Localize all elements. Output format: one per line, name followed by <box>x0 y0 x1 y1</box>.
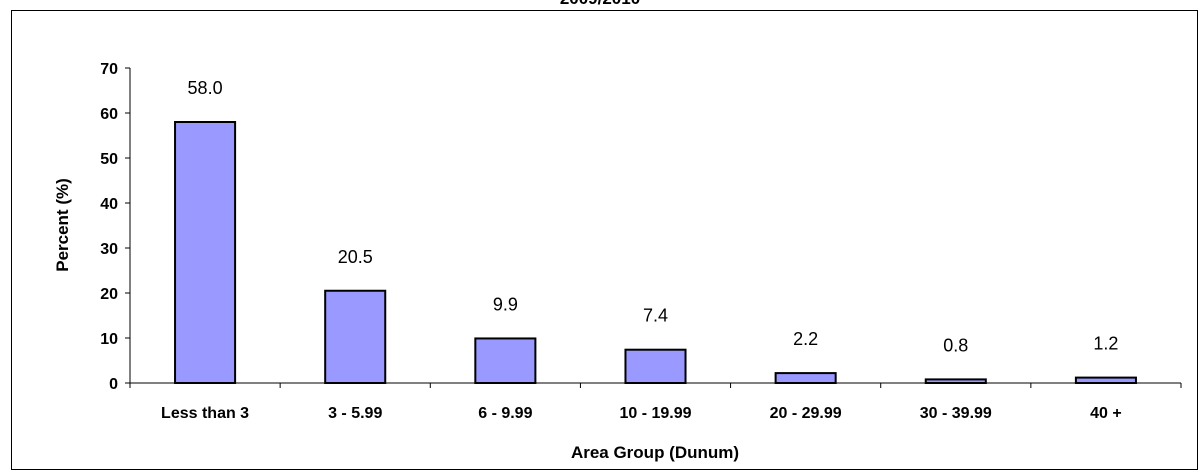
bars <box>174 121 1137 385</box>
y-tick-label: 60 <box>100 106 118 123</box>
bar-5 <box>924 378 987 384</box>
bar-0 <box>174 121 237 384</box>
bar-1 <box>324 289 387 384</box>
data-label: 7.4 <box>643 306 668 326</box>
x-category-label: 6 - 9.99 <box>478 405 532 422</box>
y-axis-title: Percent (%) <box>53 178 72 272</box>
x-category-label: Less than 3 <box>161 405 249 422</box>
x-axis-title: Area Group (Dunum) <box>571 443 739 462</box>
bar-4 <box>774 372 837 385</box>
labels: 58.0 Less than 3 20.5 3 - 5.99 9.9 6 - 9.99 7.… <box>161 78 1122 422</box>
y-tick-label: 40 <box>100 196 118 213</box>
bar-6 <box>1074 376 1137 385</box>
y-tick-label: 70 <box>100 61 118 78</box>
y-tick-label: 30 <box>100 241 118 258</box>
x-category-label: 40 + <box>1090 405 1122 422</box>
bar-3 <box>624 348 687 385</box>
y-ticks: 0 10 20 30 40 50 60 70 <box>100 61 1182 393</box>
data-label: 1.2 <box>1093 334 1118 354</box>
data-label: 9.9 <box>493 294 518 314</box>
x-category-label: 20 - 29.99 <box>770 405 842 422</box>
data-label: 58.0 <box>188 78 223 98</box>
chart-title: 2009/2010 <box>0 0 1200 9</box>
axes <box>129 68 1181 384</box>
y-tick-label: 20 <box>100 286 118 303</box>
y-tick-label: 10 <box>100 331 118 348</box>
data-label: 20.5 <box>338 247 373 267</box>
x-category-label: 30 - 39.99 <box>920 405 992 422</box>
y-tick-label: 0 <box>109 376 118 393</box>
x-category-label: 3 - 5.99 <box>328 405 382 422</box>
data-label: 0.8 <box>943 335 968 355</box>
x-category-label: 10 - 19.99 <box>619 405 691 422</box>
y-tick-label: 50 <box>100 151 118 168</box>
bar-2 <box>474 337 537 385</box>
data-label: 2.2 <box>793 329 818 349</box>
